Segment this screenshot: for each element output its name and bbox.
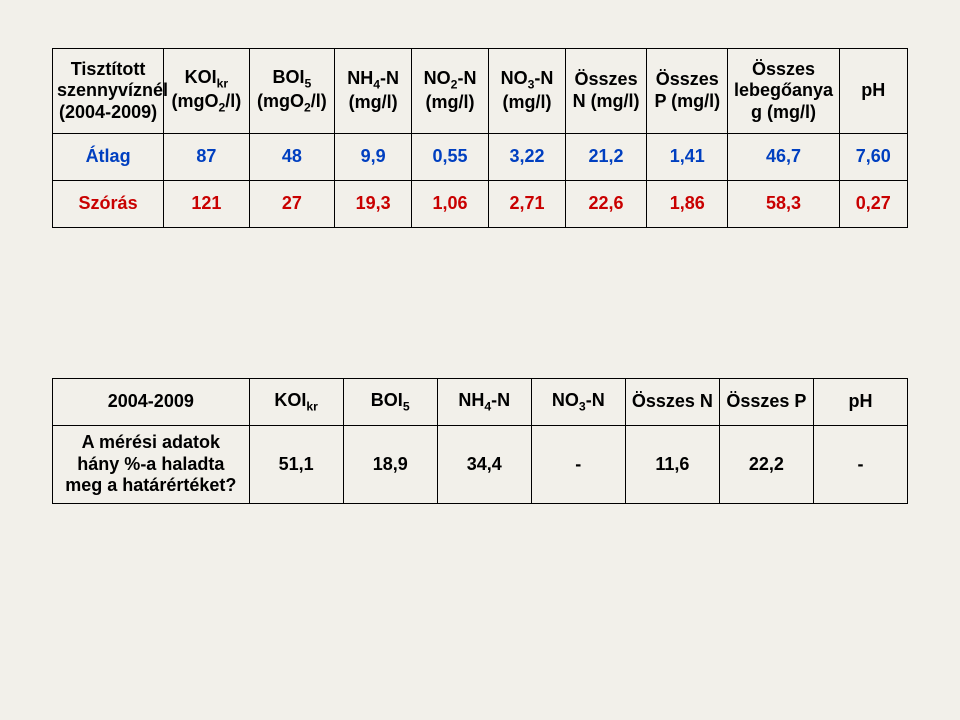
cell: - [531,426,625,504]
header-sub: 3 [579,399,586,413]
column-header: NO2-N (mg/l) [412,49,489,134]
header-text: Összes [752,59,815,79]
spacer [52,228,908,378]
header-text: szennyvíznél [57,80,168,100]
cell: 21,2 [565,134,646,181]
header-text: NO [501,68,528,88]
column-header: Összes P (mg/l) [647,49,728,134]
table-statistics: Tisztított szennyvíznél (2004-2009) KOIk… [52,48,908,228]
header-text: N (mg/l) [573,91,640,111]
header-text: NO [424,68,451,88]
row-label: Szórás [53,181,164,228]
cell: 48 [249,134,335,181]
cell: 11,6 [625,426,719,504]
header-text: Összes [575,69,638,89]
cell: 19,3 [335,181,412,228]
header-text: -N [534,68,553,88]
label-text: hány %-a haladta [77,454,224,474]
column-header: Összes N [625,379,719,426]
label-text: A mérési adatok [82,432,220,452]
column-header: Összes P [719,379,813,426]
row-label: A mérési adatok hány %-a haladta meg a h… [53,426,250,504]
table-row: Átlag 87 48 9,9 0,55 3,22 21,2 1,41 46,7… [53,134,908,181]
cell: 121 [164,181,250,228]
table-row: 2004-2009 KOIkr BOI5 NH4-N NO3-N Összes … [53,379,908,426]
header-sub: kr [217,76,229,90]
table-row: A mérési adatok hány %-a haladta meg a h… [53,426,908,504]
header-text: -N [380,68,399,88]
cell: 18,9 [343,426,437,504]
cell: 3,22 [489,134,566,181]
header-sub: 5 [304,76,311,90]
header-text: Tisztított [71,59,146,79]
cell: 87 [164,134,250,181]
header-sub: 4 [373,78,380,92]
header-text: -N [457,68,476,88]
column-header: Összes lebegőanya g (mg/l) [728,49,839,134]
cell: 27 [249,181,335,228]
row-label: Átlag [53,134,164,181]
column-header: BOI5 [343,379,437,426]
header-text: /l) [225,91,241,111]
cell: - [813,426,907,504]
cell: 51,1 [249,426,343,504]
header-text: pH [861,80,885,100]
cell: 34,4 [437,426,531,504]
header-text: NH [458,390,484,410]
header-sub: kr [306,399,318,413]
column-header: KOIkr [249,379,343,426]
cell: 46,7 [728,134,839,181]
header-text: (mgO [257,91,304,111]
column-header: KOIkr (mgO2/l) [164,49,250,134]
table-row: Szórás 121 27 19,3 1,06 2,71 22,6 1,86 5… [53,181,908,228]
header-text: BOI [272,67,304,87]
cell: 22,2 [719,426,813,504]
column-header: Tisztított szennyvíznél (2004-2009) [53,49,164,134]
header-text: -N [586,390,605,410]
table-threshold: 2004-2009 KOIkr BOI5 NH4-N NO3-N Összes … [52,378,908,504]
cell: 1,86 [647,181,728,228]
header-text: /l) [311,91,327,111]
column-header: NO3-N [531,379,625,426]
header-text: Összes [656,69,719,89]
column-header: Összes N (mg/l) [565,49,646,134]
header-text: (mg/l) [502,92,551,112]
page: Tisztított szennyvíznél (2004-2009) KOIk… [0,0,960,720]
header-text: g (mg/l) [751,102,816,122]
header-text: (mg/l) [349,92,398,112]
header-text: -N [491,390,510,410]
header-sub: 5 [403,399,410,413]
label-text: meg a határértéket? [65,475,236,495]
column-header: NH4-N (mg/l) [335,49,412,134]
table-row: Tisztított szennyvíznél (2004-2009) KOIk… [53,49,908,134]
cell: 0,27 [839,181,907,228]
cell: 1,41 [647,134,728,181]
header-text: KOI [185,67,217,87]
header-text: BOI [371,390,403,410]
header-text: lebegőanya [734,80,833,100]
column-header: 2004-2009 [53,379,250,426]
column-header: NH4-N [437,379,531,426]
header-text: KOI [274,390,306,410]
header-text: (2004-2009) [59,102,157,122]
cell: 0,55 [412,134,489,181]
header-text: (mgO [171,91,218,111]
cell: 22,6 [565,181,646,228]
column-header: pH [813,379,907,426]
header-text: NO [552,390,579,410]
cell: 2,71 [489,181,566,228]
header-text: NH [347,68,373,88]
cell: 9,9 [335,134,412,181]
header-text: P (mg/l) [654,91,720,111]
cell: 7,60 [839,134,907,181]
column-header: pH [839,49,907,134]
header-sub: 2 [304,101,311,115]
cell: 1,06 [412,181,489,228]
cell: 58,3 [728,181,839,228]
column-header: NO3-N (mg/l) [489,49,566,134]
header-text: (mg/l) [426,92,475,112]
column-header: BOI5 (mgO2/l) [249,49,335,134]
